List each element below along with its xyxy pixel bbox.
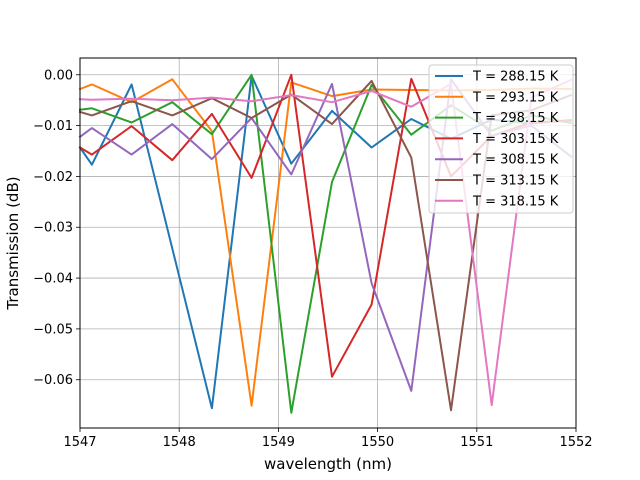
x-axis-label: wavelength (nm) — [264, 455, 392, 473]
y-axis-label: Transmission (dB) — [4, 176, 22, 310]
legend: T = 288.15 K T = 293.15 K T = 298.15 K T = … — [428, 64, 574, 214]
x-tick-label: 1547 — [63, 435, 96, 450]
x-tick-label: 1548 — [163, 435, 196, 450]
legend-box — [428, 64, 574, 214]
x-tick-label: 1551 — [460, 435, 493, 450]
plot-frame — [79, 57, 577, 429]
y-tick-label: 0.00 — [44, 68, 73, 83]
series-line-7 — [78, 78, 573, 407]
legend-label: T = 293.15 K — [472, 90, 559, 105]
x-tick-label: 1552 — [559, 435, 592, 450]
y-tick-label: −0.05 — [33, 322, 73, 337]
legend-label: T = 288.15 K — [472, 70, 559, 85]
x-tick-label: 1550 — [361, 435, 394, 450]
legend-label: T = 298.15 K — [472, 111, 559, 126]
legend-label: T = 313.15 K — [472, 174, 559, 189]
x-axis: 1547 1548 1549 1550 1551 1552 — [63, 428, 593, 450]
legend-label: T = 308.15 K — [472, 153, 559, 168]
legend-label: T = 303.15 K — [472, 132, 559, 147]
legend-label: T = 318.15 K — [472, 194, 559, 209]
y-tick-label: −0.04 — [33, 272, 73, 287]
y-tick-label: −0.06 — [33, 373, 73, 388]
y-tick-label: −0.03 — [33, 221, 73, 236]
y-axis: 0.00 −0.01 −0.02 −0.03 −0.04 −0.05 −0.06 — [33, 68, 80, 388]
x-tick-label: 1549 — [262, 435, 295, 450]
y-tick-label: −0.01 — [33, 119, 73, 134]
y-tick-label: −0.02 — [33, 170, 73, 185]
